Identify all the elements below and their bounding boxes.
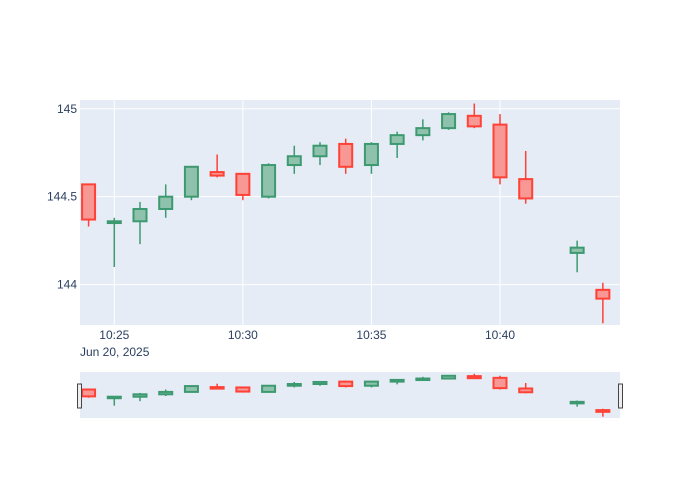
slider-candle-increasing[interactable] bbox=[415, 376, 431, 382]
main-candle-increasing[interactable] bbox=[441, 112, 457, 130]
x-tick-label: 10:30 bbox=[228, 328, 258, 342]
y-tick-label: 145 bbox=[57, 102, 77, 116]
slider-candle-increasing[interactable] bbox=[363, 380, 379, 388]
main-candle-increasing[interactable] bbox=[132, 201, 148, 245]
slider-candle-increasing[interactable] bbox=[569, 400, 585, 407]
main-candle-decreasing[interactable] bbox=[595, 282, 611, 324]
main-candle-decreasing[interactable] bbox=[518, 150, 534, 204]
main-candle-body bbox=[235, 172, 251, 196]
slider-candle-body bbox=[363, 380, 379, 387]
slider-candle-decreasing[interactable] bbox=[492, 375, 508, 390]
slider-candle-increasing[interactable] bbox=[158, 389, 174, 397]
x-axis-date-label: Jun 20, 2025 bbox=[80, 345, 150, 359]
main-candle-body bbox=[441, 113, 457, 130]
main-candle-body bbox=[209, 171, 225, 177]
slider-candle-decreasing[interactable] bbox=[466, 373, 482, 380]
main-candle-decreasing[interactable] bbox=[492, 114, 508, 185]
rangeslider-left-handle[interactable] bbox=[77, 383, 82, 409]
main-candle-body bbox=[415, 127, 431, 137]
slider-candle-body bbox=[389, 378, 405, 383]
main-candle-body bbox=[312, 144, 328, 158]
main-candle-body bbox=[158, 195, 174, 210]
slider-candle-decreasing[interactable] bbox=[235, 386, 251, 393]
slider-candle-body bbox=[441, 374, 457, 380]
slider-candle-body bbox=[183, 385, 199, 393]
main-candle-body bbox=[132, 207, 148, 223]
slider-candle-body bbox=[106, 395, 122, 400]
main-candle-body bbox=[261, 164, 277, 198]
main-candle-body bbox=[363, 142, 379, 167]
x-axis-tick-labels: 10:25 10:30 10:35 10:40 bbox=[99, 328, 515, 342]
main-candle-increasing[interactable] bbox=[158, 184, 174, 218]
main-candle-body bbox=[81, 183, 97, 221]
slider-candle-body bbox=[158, 390, 174, 396]
slider-candle-body bbox=[595, 409, 611, 413]
main-candle-increasing[interactable] bbox=[261, 163, 277, 199]
slider-candle-increasing[interactable] bbox=[389, 378, 405, 385]
x-tick-label: 10:25 bbox=[99, 328, 129, 342]
main-candle-increasing[interactable] bbox=[286, 145, 302, 174]
main-candle-increasing[interactable] bbox=[106, 217, 122, 267]
slider-candle-body bbox=[518, 387, 534, 394]
main-candle-increasing[interactable] bbox=[415, 119, 431, 141]
main-candle-body bbox=[389, 134, 405, 145]
main-plot-background bbox=[80, 100, 620, 325]
slider-candle-body bbox=[81, 388, 97, 398]
slider-candle-decreasing[interactable] bbox=[209, 383, 225, 390]
main-candle-body bbox=[183, 165, 199, 198]
slider-candle-decreasing[interactable] bbox=[338, 380, 354, 388]
main-candle-decreasing[interactable] bbox=[81, 183, 97, 227]
main-candle-body bbox=[338, 142, 354, 168]
rangeslider-candles bbox=[81, 373, 611, 417]
main-candle-decreasing[interactable] bbox=[466, 103, 482, 129]
slider-candle-decreasing[interactable] bbox=[518, 382, 534, 394]
y-tick-label: 144.5 bbox=[47, 190, 77, 204]
main-candle-body bbox=[518, 178, 534, 200]
slider-candle-decreasing[interactable] bbox=[81, 388, 97, 398]
main-candle-increasing[interactable] bbox=[569, 240, 585, 273]
main-candle-body bbox=[466, 114, 482, 128]
main-candle-increasing[interactable] bbox=[363, 142, 379, 174]
y-tick-label: 144 bbox=[57, 278, 77, 292]
main-candle-increasing[interactable] bbox=[389, 131, 405, 159]
slider-candle-increasing[interactable] bbox=[441, 374, 457, 380]
main-candle-increasing[interactable] bbox=[183, 165, 199, 201]
main-candle-decreasing[interactable] bbox=[209, 154, 225, 178]
slider-candle-decreasing[interactable] bbox=[595, 408, 611, 417]
main-candle-decreasing[interactable] bbox=[338, 138, 354, 174]
slider-candle-body bbox=[132, 393, 148, 398]
main-candle-increasing[interactable] bbox=[312, 142, 328, 166]
main-candle-body bbox=[595, 288, 611, 300]
slider-candle-body bbox=[261, 384, 277, 393]
rangeslider-right-handle[interactable] bbox=[618, 383, 623, 409]
slider-candle-body bbox=[209, 386, 225, 390]
slider-candle-body bbox=[235, 386, 251, 393]
slider-candle-body bbox=[415, 377, 431, 382]
slider-candle-increasing[interactable] bbox=[312, 380, 328, 386]
main-candle-decreasing[interactable] bbox=[235, 172, 251, 201]
main-candle-body bbox=[286, 155, 302, 167]
slider-candle-increasing[interactable] bbox=[106, 395, 122, 406]
slider-candle-body bbox=[286, 383, 302, 387]
slider-candle-body bbox=[338, 380, 354, 388]
y-axis-tick-labels: 144 144.5 145 bbox=[47, 102, 77, 292]
main-candle-body bbox=[106, 220, 122, 225]
slider-candle-body bbox=[492, 376, 508, 390]
main-candle-body bbox=[492, 123, 508, 179]
x-tick-label: 10:35 bbox=[356, 328, 386, 342]
slider-candle-body bbox=[312, 380, 328, 386]
slider-candle-body bbox=[466, 375, 482, 380]
slider-candle-increasing[interactable] bbox=[286, 381, 302, 388]
slider-candle-increasing[interactable] bbox=[261, 384, 277, 393]
main-candles bbox=[81, 103, 611, 324]
x-tick-label: 10:40 bbox=[485, 328, 515, 342]
main-candle-body bbox=[569, 246, 585, 254]
slider-candle-increasing[interactable] bbox=[132, 392, 148, 402]
slider-candle-body bbox=[569, 400, 585, 405]
slider-candle-increasing[interactable] bbox=[183, 385, 199, 393]
